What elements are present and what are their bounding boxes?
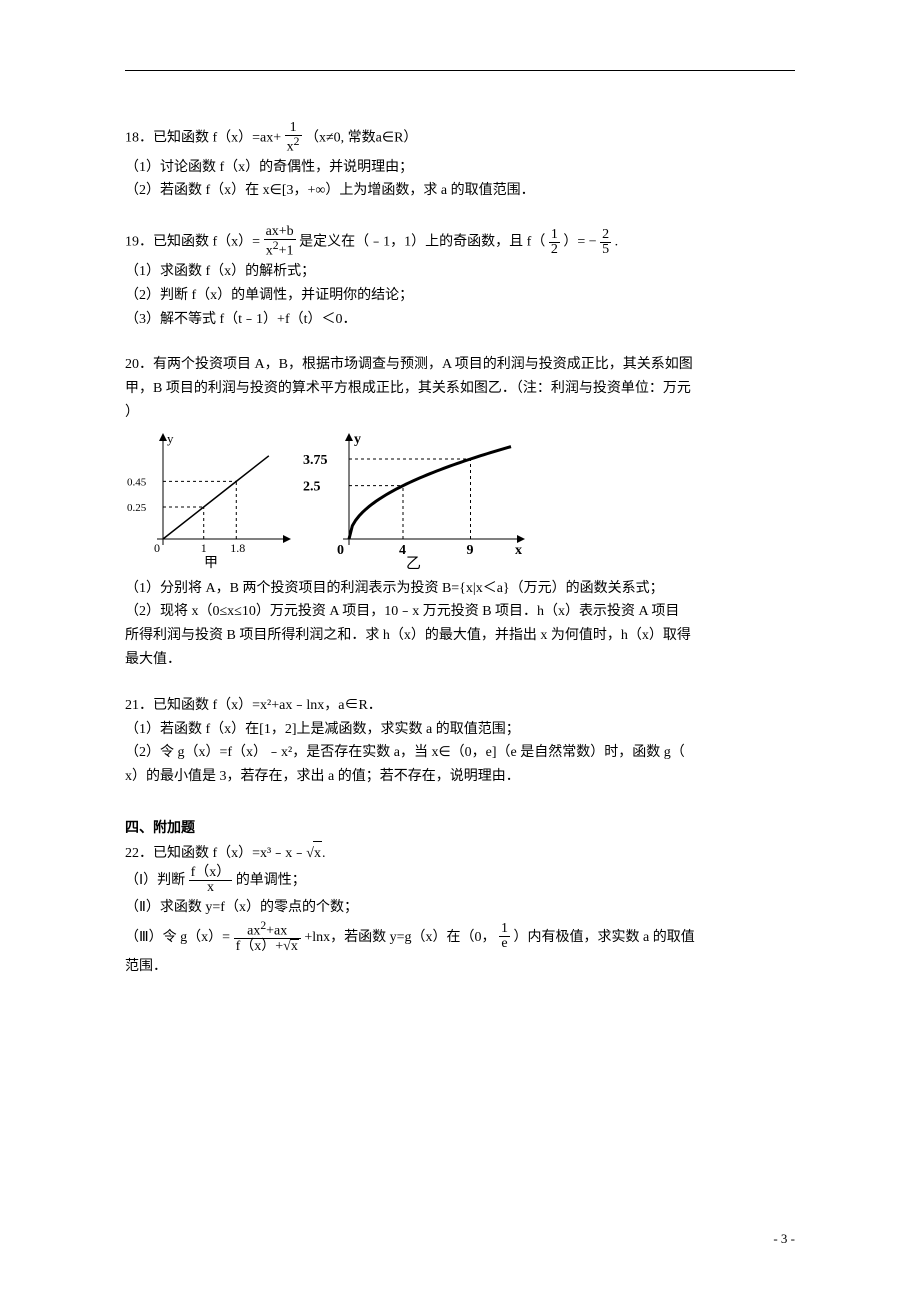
page-number: - 3 -	[773, 1231, 795, 1247]
p21-l3: （2）令 g（x）=f（x）﹣x²，是否存在实数 a，当 x∈（0，e]（e 是…	[125, 741, 795, 765]
p18-head-c: （x≠0, 常数a∈R）	[305, 131, 417, 146]
svg-text:0.25: 0.25	[127, 502, 147, 514]
svg-text:甲: 甲	[204, 556, 218, 571]
p22-l2b: 的单调性；	[236, 873, 306, 888]
svg-text:x: x	[515, 543, 522, 558]
p20-q1: （1）分别将 A，B 两个投资项目的利润表示为投资 B={x|x＜a}（万元）的…	[125, 577, 795, 601]
p18-frac1-num: 1	[285, 121, 302, 135]
p19-frac1-num: ax+b	[264, 225, 296, 239]
p20-q3: 所得利润与投资 B 项目所得利润之和．求 h（x）的最大值，并指出 x 为何值时…	[125, 624, 795, 648]
svg-text:0: 0	[154, 541, 160, 555]
p20-l3: ）	[125, 401, 795, 425]
p22-l3: （Ⅱ）求函数 y=f（x）的零点的个数；	[125, 896, 795, 920]
p21-l2: （1）若函数 f（x）在[1，2]上是减函数，求实数 a 的取值范围；	[125, 718, 795, 742]
top-rule	[125, 70, 795, 71]
p22-l5: 范围．	[125, 955, 795, 979]
p22-frac2-num: ax2+ax	[234, 920, 301, 939]
p19-head-e: ）= −	[563, 235, 596, 250]
svg-text:9: 9	[466, 543, 473, 558]
problem-22: 22．已知函数 f（x）=x³﹣x﹣x. （Ⅰ）判断 f（x） x 的单调性； …	[125, 841, 795, 979]
section-title: 四、附加题	[125, 817, 795, 837]
p20-l2: 甲，B 项目的利润与投资的算术平方根成正比，其关系如图乙．（注：利润与投资单位：…	[125, 377, 795, 401]
p22-l2a: （Ⅰ）判断	[125, 873, 185, 888]
p19-frac1-den: x2+1	[264, 239, 296, 260]
p22-l4c: ）内有极值，求实数 a 的取值	[514, 930, 695, 945]
p19-head-b: f（x）=	[213, 235, 261, 250]
p18-l1: （1）讨论函数 f（x）的奇偶性，并说明理由；	[125, 156, 795, 180]
p22-l4a: （Ⅲ）令 g（x）=	[125, 930, 230, 945]
p19-frac3: 2 5	[600, 228, 611, 258]
p19-l2: （2）判断 f（x）的单调性，并证明你的结论；	[125, 284, 795, 308]
p19-frac2: 1 2	[549, 228, 560, 258]
p21-l4: x）的最小值是 3，若存在，求出 a 的值；若不存在，说明理由．	[125, 765, 795, 789]
svg-text:1.8: 1.8	[230, 541, 245, 555]
problem-21: 21．已知函数 f（x）=x²+ax﹣lnx，a∈R． （1）若函数 f（x）在…	[125, 694, 795, 789]
p20-q2: （2）现将 x（0≤x≤10）万元投资 A 项目，10﹣x 万元投资 B 项目．…	[125, 600, 795, 624]
p22-frac3: 1 e	[499, 922, 510, 952]
p18-head-b: f（x）=ax+	[213, 131, 282, 146]
p18-head-a: 18．已知函数	[125, 131, 209, 146]
svg-text:0: 0	[337, 543, 344, 558]
p19-head-d: f（	[527, 235, 546, 250]
sqrt-x-1: x	[306, 841, 322, 866]
p21-l1: 21．已知函数 f（x）=x²+ax﹣lnx，a∈R．	[125, 694, 795, 718]
svg-text:乙: 乙	[406, 556, 421, 571]
p19-frac1: ax+b x2+1	[264, 225, 296, 260]
svg-text:4: 4	[399, 543, 406, 558]
p22-l4b: +lnx，若函数 y=g（x）在（0，	[304, 930, 495, 945]
p22-frac2-den: f（x）+x	[234, 938, 301, 955]
p18-l2: （2）若函数 f（x）在 x∈[3，+∞）上为增函数，求 a 的取值范围．	[125, 179, 795, 203]
p18-frac1-den: x2	[285, 135, 302, 156]
svg-text:3.75: 3.75	[303, 453, 328, 468]
svg-text:y: y	[167, 431, 174, 446]
p19-head-a: 19．已知函数	[125, 235, 209, 250]
p19-l3: （3）解不等式 f（t﹣1）+f（t）＜0．	[125, 308, 795, 332]
svg-text:2.5: 2.5	[303, 479, 321, 494]
svg-text:0.45: 0.45	[127, 476, 147, 488]
charts-row: y 0 1 1.8 0.25 0.45 甲 y x 0 4 9 2.5 3.75 乙	[125, 431, 795, 571]
chart-a: y 0 1 1.8 0.25 0.45 甲	[125, 431, 295, 571]
p19-head-c: 是定义在（﹣1，1）上的奇函数，且	[299, 235, 523, 250]
chart-b: y x 0 4 9 2.5 3.75 乙	[299, 431, 529, 571]
p22-frac1: f（x） x	[189, 866, 233, 896]
p19-head-f: .	[615, 235, 619, 250]
p20-l1: 20．有两个投资项目 A，B，根据市场调查与预测，A 项目的利润与投资成正比，其…	[125, 353, 795, 377]
p20-q4: 最大值．	[125, 648, 795, 672]
svg-text:1: 1	[201, 541, 207, 555]
p22-l1a: 22．已知函数 f（x）=x³﹣x﹣	[125, 846, 306, 861]
problem-18: 18．已知函数 f（x）=ax+ 1 x2 （x≠0, 常数a∈R） （1）讨论…	[125, 121, 795, 203]
p22-l1c: .	[322, 846, 326, 861]
p22-frac2: ax2+ax f（x）+x	[234, 920, 301, 956]
sqrt-x-2: x	[283, 939, 299, 954]
p18-frac1: 1 x2	[285, 121, 302, 156]
svg-text:y: y	[354, 432, 361, 447]
problem-20: 20．有两个投资项目 A，B，根据市场调查与预测，A 项目的利润与投资成正比，其…	[125, 353, 795, 672]
problem-19: 19．已知函数 f（x）= ax+b x2+1 是定义在（﹣1，1）上的奇函数，…	[125, 225, 795, 331]
p19-l1: （1）求函数 f（x）的解析式；	[125, 260, 795, 284]
